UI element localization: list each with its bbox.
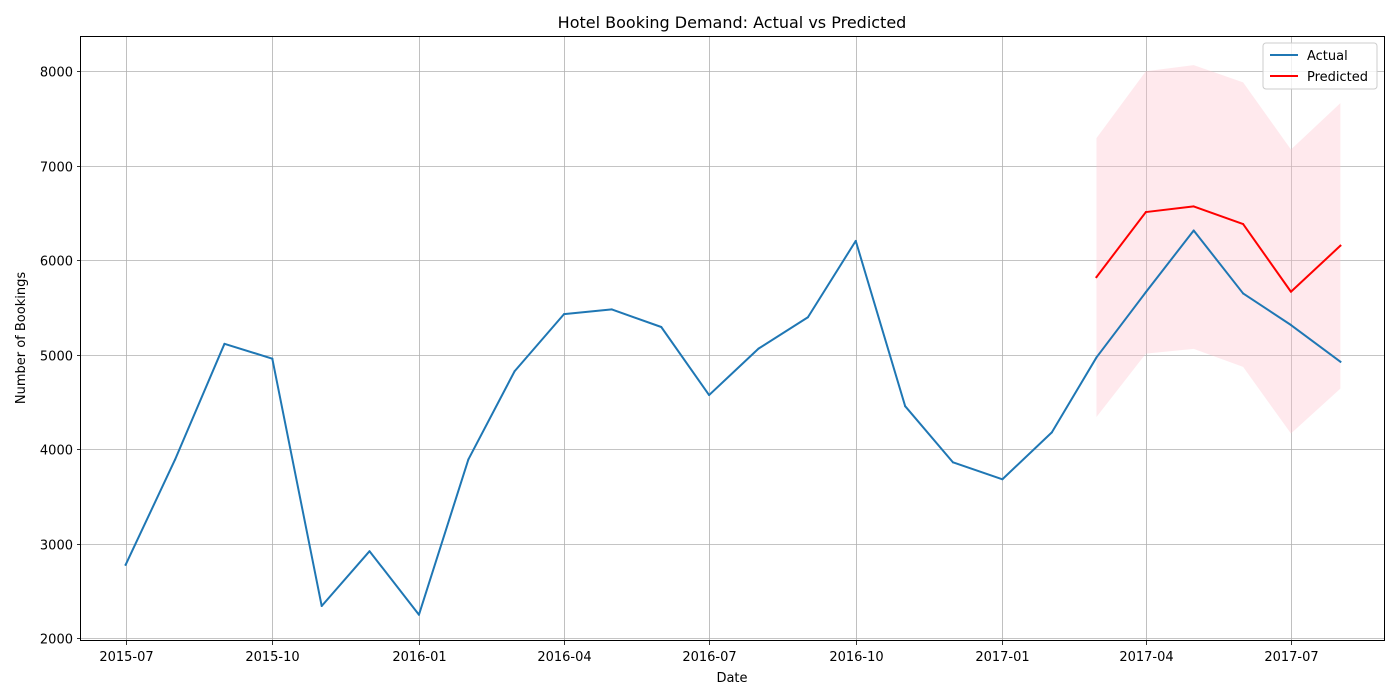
y-axis-label: Number of Bookings — [14, 272, 29, 404]
series-line-predicted — [1095, 205, 1342, 293]
legend-label-predicted: Predicted — [1307, 70, 1368, 85]
data-point-actual — [1192, 229, 1195, 232]
prediction-interval-band — [1096, 65, 1341, 434]
x-tick-label: 2016-07 — [682, 650, 736, 665]
data-point-predicted — [1339, 244, 1342, 247]
data-point-actual — [513, 370, 516, 373]
data-point-actual — [368, 550, 371, 553]
data-point-actual — [174, 458, 177, 461]
data-point-actual — [124, 563, 127, 566]
data-point-predicted — [1095, 276, 1098, 279]
data-point-predicted — [1289, 290, 1292, 293]
y-tick-label: 5000 — [40, 350, 73, 365]
x-tick-label: 2017-01 — [975, 650, 1029, 665]
data-point-actual — [904, 405, 907, 408]
data-point-predicted — [1242, 223, 1245, 226]
grid — [81, 37, 1385, 641]
x-tick-label: 2017-07 — [1264, 650, 1318, 665]
y-axis: 2000 3000 4000 5000 6000 7000 8000 — [40, 66, 81, 648]
data-point-actual — [1001, 478, 1004, 481]
y-tick-label: 4000 — [40, 444, 73, 459]
data-point-actual — [271, 357, 274, 360]
data-point-actual — [708, 394, 711, 397]
legend: Actual Predicted — [1262, 42, 1378, 90]
data-point-actual — [320, 605, 323, 608]
x-axis-label: Date — [716, 671, 747, 686]
x-tick-label: 2016-10 — [829, 650, 883, 665]
y-tick-label: 6000 — [40, 255, 73, 270]
x-axis: 2015-07 2015-10 2016-01 2016-04 2016-07 2016-… — [99, 641, 1319, 665]
x-tick-label: 2015-10 — [245, 650, 299, 665]
legend-label-actual: Actual — [1307, 49, 1348, 64]
series-line-actual — [124, 229, 1342, 616]
data-point-actual — [757, 347, 760, 350]
x-tick-label: 2016-04 — [537, 650, 591, 665]
data-point-actual — [1144, 291, 1147, 294]
data-point-actual — [660, 326, 663, 328]
series-lines — [124, 205, 1342, 616]
data-point-actual — [1289, 324, 1292, 327]
x-tick-label: 2016-01 — [392, 650, 446, 665]
confidence-band — [1096, 65, 1341, 434]
data-point-actual — [1095, 356, 1098, 359]
data-point-actual — [1339, 360, 1342, 363]
y-tick-label: 8000 — [40, 66, 73, 81]
data-point-actual — [223, 342, 226, 345]
data-point-actual — [806, 316, 809, 319]
data-point-actual — [854, 239, 857, 242]
x-tick-label: 2017-04 — [1119, 650, 1173, 665]
data-point-actual — [1050, 431, 1053, 434]
chart-title: Hotel Booking Demand: Actual vs Predicte… — [558, 13, 907, 32]
data-point-predicted — [1192, 205, 1195, 208]
plot-frame — [80, 36, 1385, 641]
y-tick-label: 2000 — [40, 633, 73, 648]
data-point-actual — [417, 613, 420, 616]
data-point-actual — [563, 313, 566, 316]
data-point-actual — [467, 458, 470, 461]
data-point-actual — [1242, 292, 1245, 295]
data-point-actual — [951, 461, 954, 464]
y-tick-label: 3000 — [40, 539, 73, 554]
x-tick-label: 2015-07 — [99, 650, 153, 665]
data-point-predicted — [1144, 211, 1147, 214]
data-point-actual — [610, 308, 613, 311]
y-tick-label: 7000 — [40, 161, 73, 176]
